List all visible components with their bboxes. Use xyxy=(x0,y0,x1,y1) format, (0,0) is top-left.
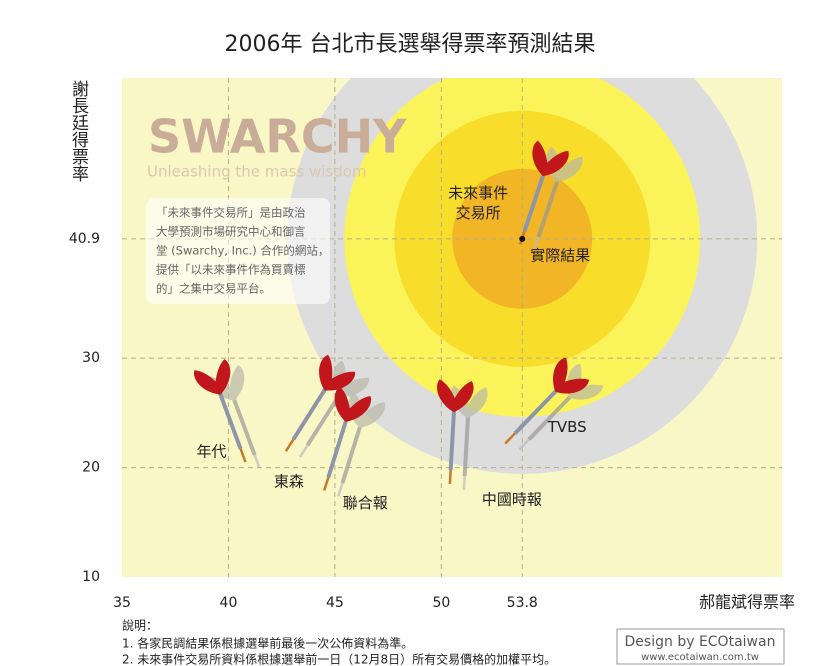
actual-label: 實際結果 xyxy=(530,246,590,264)
y-axis-label: 謝長廷得票率 xyxy=(68,80,89,182)
point-label: 年代 xyxy=(196,443,226,461)
point-label: 聯合報 xyxy=(343,494,388,512)
point-label: 中國時報 xyxy=(482,490,542,508)
logo-name: SWARCHY xyxy=(148,110,407,164)
info-line: 的」之集中交易平台。 xyxy=(156,282,271,296)
x-tick-label: 40 xyxy=(220,595,238,611)
note: 2. 未來事件交易所資料係根據選舉前一日（12月8日）所有交易價格的加權平均。 xyxy=(122,652,556,666)
y-tick-label: 30 xyxy=(82,350,100,366)
info-line: 提供「以未來事件作為買賣標 xyxy=(156,263,306,277)
y-tick-label: 10 xyxy=(82,569,100,585)
dart-tip xyxy=(450,470,451,484)
note: 1. 各家民調結果係根據選舉前最後一次公佈資料為準。 xyxy=(122,636,413,651)
actual-point xyxy=(519,236,525,242)
chart: 2006年 台北市長選舉得票率預測結果 SWARCHY Unleashing t… xyxy=(0,0,821,666)
info-line: 大學預測市場研究中心和御言 xyxy=(156,225,306,239)
credit-url: www.ecotaiwan.com.tw xyxy=(641,652,759,663)
point-label: 未來事件交易所 xyxy=(446,183,511,223)
notes-heading: 說明： xyxy=(122,618,158,633)
y-tick-label: 20 xyxy=(82,460,100,476)
point-label: 東森 xyxy=(274,473,304,491)
y-tick-label: 40.9 xyxy=(69,231,100,247)
credit-title: Design by ECOtaiwan xyxy=(625,634,776,650)
x-tick-label: 45 xyxy=(326,595,344,611)
x-tick-label: 53.8 xyxy=(507,595,538,611)
x-axis-label: 郝龍斌得票率 xyxy=(699,593,795,612)
logo-tagline: Unleashing the mass wisdom xyxy=(147,163,367,181)
x-tick-label: 50 xyxy=(432,595,450,611)
x-tick-label: 35 xyxy=(113,595,131,611)
point-label-box: 未來事件交易所 xyxy=(438,183,518,229)
dart-tip xyxy=(464,476,465,490)
chart-title: 2006年 台北市長選舉得票率預測結果 xyxy=(225,32,596,57)
info-line: 堂 (Swarchy, Inc.) 合作的網站， xyxy=(156,244,329,258)
info-line: 「未來事件交易所」是由政治 xyxy=(156,206,306,220)
point-label: TVBS xyxy=(547,418,587,436)
